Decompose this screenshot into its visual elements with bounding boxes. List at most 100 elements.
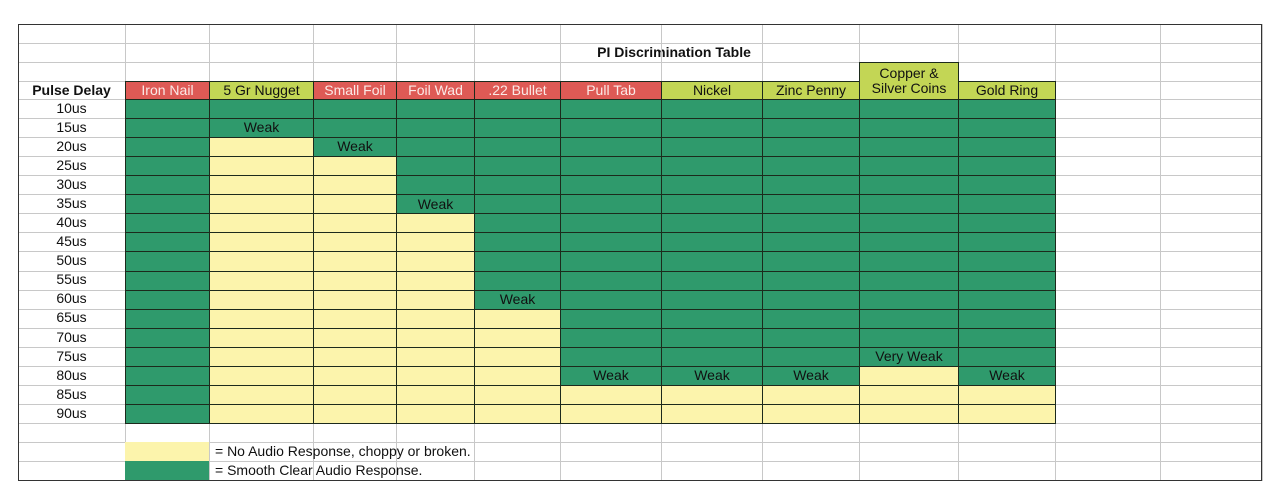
gridline xyxy=(18,43,1262,44)
gridline xyxy=(18,62,1262,63)
result-cell xyxy=(958,137,1056,158)
result-cell xyxy=(313,213,397,234)
result-cell xyxy=(859,251,959,272)
result-cell xyxy=(474,346,561,367)
result-cell xyxy=(661,403,763,424)
result-cell xyxy=(313,365,397,386)
result-cell xyxy=(560,327,662,348)
result-cell xyxy=(396,213,475,234)
gridline xyxy=(18,461,1262,463)
result-cell xyxy=(560,232,662,253)
column-header-7: Zinc Penny xyxy=(762,81,860,100)
result-cell xyxy=(474,365,561,386)
result-cell xyxy=(560,384,662,405)
result-cell xyxy=(661,251,763,272)
result-cell xyxy=(560,270,662,291)
result-cell xyxy=(313,384,397,405)
result-cell xyxy=(859,156,959,177)
result-cell xyxy=(661,232,763,253)
result-cell: Weak xyxy=(396,194,475,215)
sheet-border xyxy=(18,24,1262,481)
result-cell xyxy=(859,289,959,310)
result-cell xyxy=(661,270,763,291)
result-cell xyxy=(859,137,959,158)
result-cell xyxy=(209,384,314,405)
result-cell: Weak xyxy=(661,365,763,386)
result-cell xyxy=(859,308,959,329)
result-cell xyxy=(474,118,561,139)
result-cell xyxy=(396,403,475,424)
result-cell xyxy=(958,308,1056,329)
result-cell xyxy=(661,156,763,177)
pulse-delay-label: 65us xyxy=(56,309,87,326)
pulse-delay-label: 80us xyxy=(56,366,87,383)
result-cell xyxy=(560,308,662,329)
result-cell xyxy=(209,213,314,234)
result-cell xyxy=(958,289,1056,310)
result-cell xyxy=(125,137,210,158)
result-cell xyxy=(396,118,475,139)
result-cell xyxy=(125,346,210,367)
result-cell xyxy=(396,99,475,120)
result-cell xyxy=(209,251,314,272)
result-cell xyxy=(209,327,314,348)
column-header-line: Silver Coins xyxy=(871,80,947,96)
column-header-5: Pull Tab xyxy=(560,81,662,100)
result-cell xyxy=(958,213,1056,234)
result-cell xyxy=(661,308,763,329)
column-header-0: Iron Nail xyxy=(125,81,210,100)
result-cell xyxy=(209,137,314,158)
result-cell xyxy=(313,99,397,120)
result-cell xyxy=(209,308,314,329)
result-cell xyxy=(958,384,1056,405)
result-cell xyxy=(474,232,561,253)
result-cell xyxy=(313,403,397,424)
result-cell xyxy=(209,346,314,367)
result-cell xyxy=(396,346,475,367)
pulse-delay-label: 90us xyxy=(56,404,87,421)
result-cell xyxy=(958,403,1056,424)
result-cell xyxy=(209,403,314,424)
result-cell xyxy=(762,270,860,291)
table-title: PI Discrimination Table xyxy=(597,43,751,60)
result-cell xyxy=(313,194,397,215)
result-cell xyxy=(474,156,561,177)
result-cell: Weak xyxy=(958,365,1056,386)
result-cell xyxy=(396,384,475,405)
result-cell: Weak xyxy=(474,289,561,310)
result-cell xyxy=(958,194,1056,215)
result-cell xyxy=(958,175,1056,196)
legend-swatch xyxy=(125,442,209,462)
legend-text: = Smooth Clear Audio Response. xyxy=(215,461,423,478)
result-cell xyxy=(560,289,662,310)
result-cell xyxy=(125,270,210,291)
result-cell xyxy=(396,289,475,310)
result-cell xyxy=(125,194,210,215)
column-header-line: Copper & xyxy=(879,64,939,81)
result-cell: Weak xyxy=(560,365,662,386)
result-cell xyxy=(958,118,1056,139)
result-cell xyxy=(313,232,397,253)
column-header-6: Nickel xyxy=(661,81,763,100)
result-cell xyxy=(762,308,860,329)
result-cell xyxy=(661,384,763,405)
pulse-delay-label: 15us xyxy=(56,118,87,135)
result-cell xyxy=(396,251,475,272)
gridline xyxy=(1262,24,1263,481)
pulse-delay-label: 20us xyxy=(56,137,87,154)
result-cell xyxy=(209,289,314,310)
pulse-delay-header: Pulse Delay xyxy=(32,81,111,98)
result-cell xyxy=(125,175,210,196)
result-cell xyxy=(125,384,210,405)
result-cell xyxy=(560,99,662,120)
result-cell xyxy=(958,232,1056,253)
column-header-8: Copper & Silver Coins xyxy=(859,62,959,100)
result-cell: Weak xyxy=(313,137,397,158)
result-cell xyxy=(474,99,561,120)
gridline xyxy=(18,442,1262,444)
result-cell xyxy=(313,308,397,329)
result-cell xyxy=(125,327,210,348)
result-cell: Weak xyxy=(762,365,860,386)
column-header-1: 5 Gr Nugget xyxy=(209,81,314,100)
